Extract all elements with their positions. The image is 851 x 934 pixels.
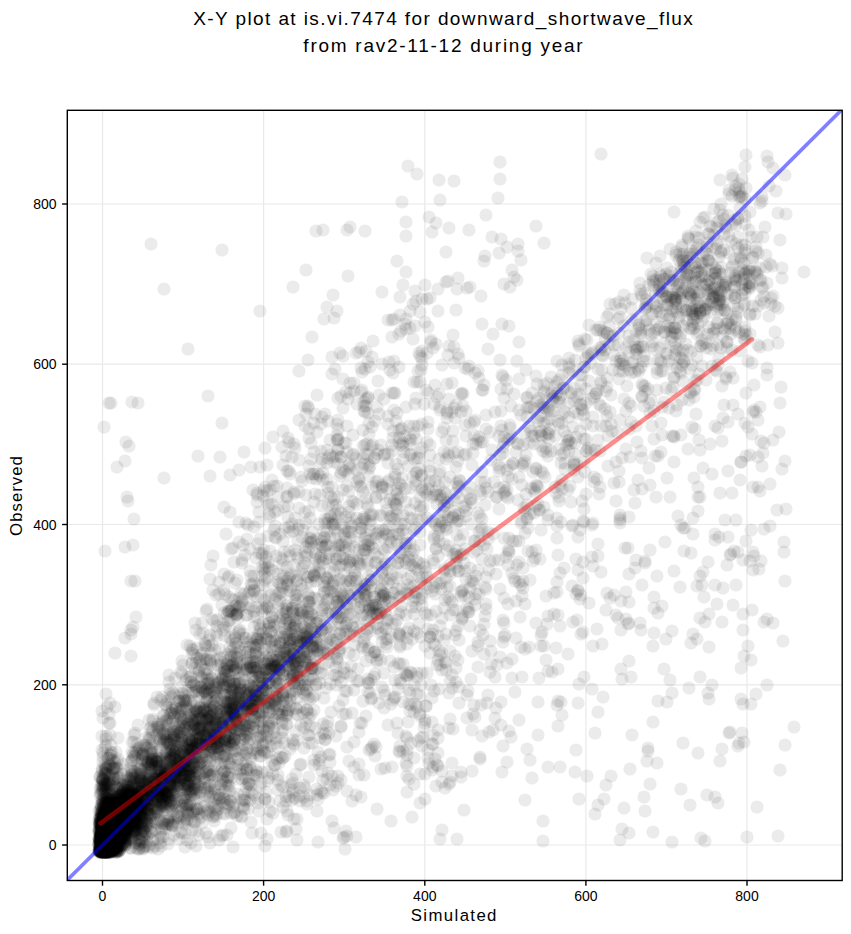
svg-text:from rav2-11-12 during year: from rav2-11-12 during year: [303, 35, 584, 56]
svg-text:200: 200: [252, 888, 276, 904]
svg-text:Observed: Observed: [7, 455, 26, 536]
svg-text:0: 0: [99, 888, 107, 904]
svg-text:600: 600: [33, 356, 57, 372]
svg-text:400: 400: [33, 517, 57, 533]
svg-text:200: 200: [33, 677, 57, 693]
svg-text:800: 800: [735, 888, 759, 904]
svg-text:600: 600: [574, 888, 598, 904]
svg-text:0: 0: [49, 837, 57, 853]
svg-text:Simulated: Simulated: [411, 906, 498, 925]
svg-text:400: 400: [413, 888, 437, 904]
svg-text:X-Y plot at is.vi.7474 for dow: X-Y plot at is.vi.7474 for downward_shor…: [193, 8, 694, 30]
svg-text:800: 800: [33, 196, 57, 212]
